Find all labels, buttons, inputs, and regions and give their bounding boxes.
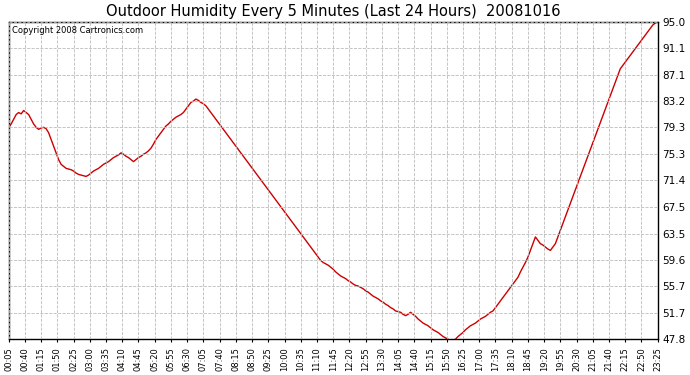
Title: Outdoor Humidity Every 5 Minutes (Last 24 Hours)  20081016: Outdoor Humidity Every 5 Minutes (Last 2… [106,4,560,19]
Text: Copyright 2008 Cartronics.com: Copyright 2008 Cartronics.com [12,27,143,36]
